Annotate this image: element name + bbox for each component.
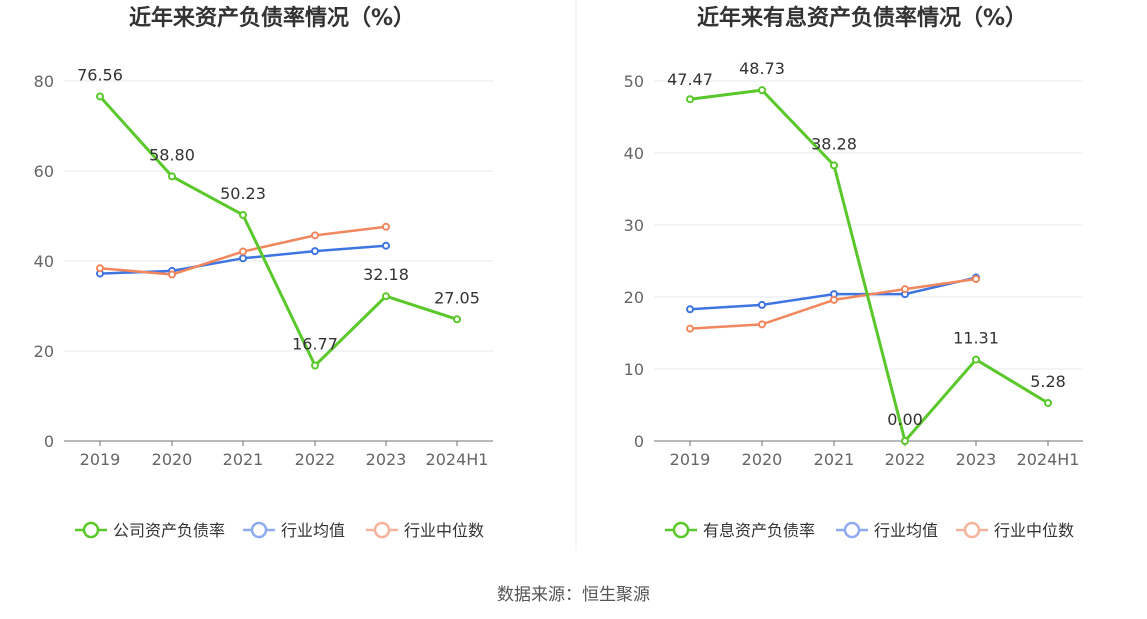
legend-marker: [82, 521, 100, 539]
data-label: 76.56: [77, 65, 123, 84]
data-label: 11.31: [953, 329, 999, 348]
legend-label: 公司资产负债率: [113, 521, 225, 540]
x-tick-label: 2019: [80, 450, 121, 469]
y-tick-label: 0: [44, 432, 54, 451]
x-tick-label: 2020: [742, 450, 783, 469]
x-tick-label: 2020: [152, 450, 193, 469]
data-label: 27.05: [434, 288, 480, 307]
data-label: 16.77: [292, 335, 338, 354]
y-tick-label: 10: [624, 360, 644, 379]
x-tick-label: 2024H1: [426, 450, 489, 469]
y-tick-label: 40: [624, 144, 644, 163]
data-point: [686, 324, 694, 333]
data-point: [901, 285, 909, 294]
data-point: [830, 161, 838, 170]
data-point: [168, 270, 176, 279]
data-point: [382, 292, 390, 301]
data-point: [901, 437, 909, 445]
data-point: [686, 305, 694, 314]
chart-title: 近年来资产负债率情况（%）: [129, 5, 415, 31]
series-line: [98, 95, 458, 368]
data-point: [758, 320, 766, 329]
charts-canvas: 近年来资产负债率情况（%） 0 20 40 60 80 2019 2020 2021 2022 20…: [34, 0, 1083, 550]
data-point: [96, 264, 104, 273]
data-label: 48.73: [739, 59, 785, 78]
series-line: [689, 88, 1049, 443]
data-label: 5.28: [1030, 372, 1066, 391]
data-point: [758, 86, 766, 95]
data-point: [972, 355, 980, 364]
data-point: [311, 361, 319, 370]
y-tick-label: 50: [624, 72, 644, 91]
data-point: [382, 241, 390, 250]
data-label: 32.18: [363, 265, 409, 284]
data-point: [972, 275, 980, 283]
x-tick-label: 2024H1: [1017, 450, 1080, 469]
data-point: [382, 222, 390, 231]
legend-marker: [672, 521, 690, 539]
y-tick-label: 30: [624, 216, 644, 235]
data-point: [758, 300, 766, 309]
y-tick-label: 60: [34, 162, 54, 181]
data-label: 47.47: [667, 70, 713, 89]
legend-label: 行业均值: [281, 521, 345, 540]
x-tick-label: 2021: [814, 450, 855, 469]
data-label: 0.00: [887, 410, 923, 429]
legend-marker: [843, 521, 861, 539]
data-point: [453, 315, 461, 324]
x-tick-label: 2023: [366, 450, 407, 469]
chart-interest-debt-ratio: 近年来有息资产负债率情况（%） 0 10 20 30 40 50 2019 2020 2021 20…: [624, 5, 1083, 540]
y-tick-label: 0: [634, 432, 644, 451]
data-point: [311, 231, 319, 240]
data-point: [239, 247, 247, 256]
data-point: [168, 172, 176, 181]
y-tick-label: 80: [34, 72, 54, 91]
legend-label: 行业均值: [874, 521, 938, 540]
chart-debt-ratio: 近年来资产负债率情况（%） 0 20 40 60 80 2019 2020 2021 2022 20…: [34, 5, 493, 540]
data-point: [311, 247, 319, 256]
data-label: 58.80: [149, 145, 195, 164]
data-point: [830, 295, 838, 304]
x-tick-label: 2023: [956, 450, 997, 469]
x-tick-label: 2021: [223, 450, 264, 469]
data-point: [239, 210, 247, 219]
legend-label: 有息资产负债率: [703, 521, 815, 540]
legend-label: 行业中位数: [994, 521, 1074, 540]
chart-title: 近年来有息资产负债率情况（%）: [697, 5, 1027, 31]
data-point: [686, 95, 694, 104]
legend-marker: [250, 521, 268, 539]
x-tick-label: 2019: [670, 450, 711, 469]
data-source-note: 数据来源：恒生聚源: [497, 585, 650, 605]
legend-marker: [963, 521, 981, 539]
data-point: [1044, 398, 1052, 407]
data-label: 50.23: [220, 184, 266, 203]
x-tick-label: 2022: [295, 450, 336, 469]
legend-label: 行业中位数: [404, 521, 484, 540]
legend-marker: [373, 521, 391, 539]
y-tick-label: 40: [34, 252, 54, 271]
y-tick-label: 20: [34, 342, 54, 361]
data-label: 38.28: [811, 134, 857, 153]
y-tick-label: 20: [624, 288, 644, 307]
data-point: [239, 254, 247, 263]
x-tick-label: 2022: [885, 450, 926, 469]
data-point: [96, 92, 104, 101]
